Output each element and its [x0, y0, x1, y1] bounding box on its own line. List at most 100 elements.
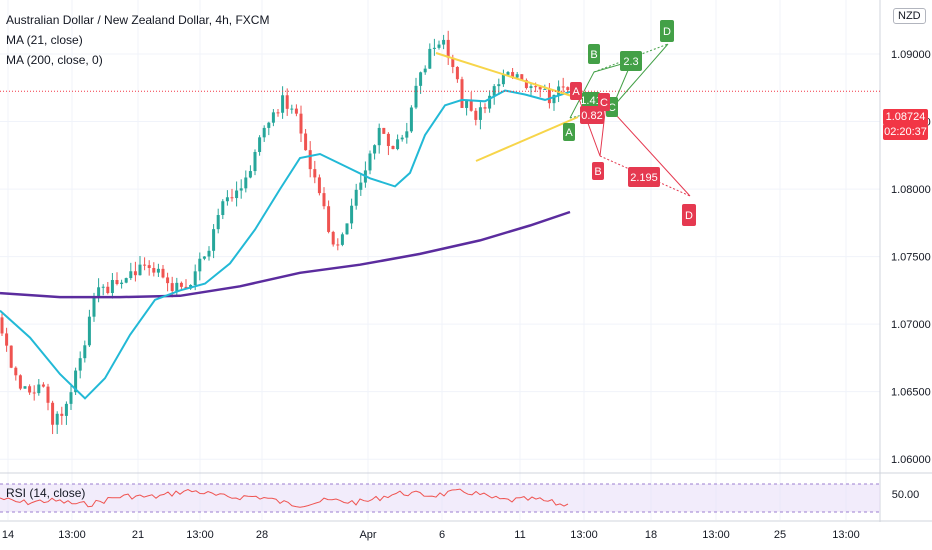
ma21-line [0, 89, 571, 400]
candle-body [69, 392, 73, 404]
countdown-badge: 02:20:37 [883, 124, 928, 140]
time-tick-label: Apr [359, 529, 376, 541]
candle-body [258, 137, 262, 152]
candle-body [483, 107, 487, 109]
candle-body [308, 150, 312, 170]
candle-body [455, 66, 459, 80]
bear-point-d-label: D [685, 210, 693, 222]
candle-body [552, 94, 556, 104]
candle-body [23, 386, 27, 389]
time-tick-label: 25 [774, 529, 786, 541]
candle-body [244, 177, 248, 189]
candle-body [60, 413, 64, 416]
current-price-badge: 1.08724 [883, 109, 928, 125]
candle-body [478, 107, 482, 120]
candle-body [373, 145, 377, 154]
bull-ratio-bc-label: 2.3 [623, 56, 638, 68]
bear-point-a-box [570, 82, 582, 100]
candle-body [382, 127, 386, 134]
bear-ratio-ab-label: 0.82 [581, 110, 602, 122]
bearish-pattern-line [577, 95, 691, 197]
candle-body [230, 197, 234, 199]
candle-body [248, 171, 252, 178]
candle-body [336, 244, 340, 246]
bear-ratio-cd-box [628, 167, 660, 187]
rsi-value-label: 50.00 [891, 489, 920, 501]
ma21-legend[interactable]: MA (21, close) [6, 33, 83, 47]
candle-body [538, 86, 542, 90]
candle-body [391, 146, 395, 150]
candle-body [442, 39, 446, 45]
candle-body [198, 258, 202, 272]
candle-body [216, 215, 220, 230]
candle-body [317, 177, 321, 194]
chart-legend: Australian Dollar / New Zealand Dollar, … [6, 10, 269, 70]
candle-body [294, 108, 298, 114]
price-tick-label: 1.06000 [891, 454, 931, 466]
bear-ratio-cd-label: 2.195 [630, 172, 658, 184]
time-tick-label: 13:00 [58, 529, 86, 541]
candle-body [253, 151, 257, 172]
candle-body [561, 86, 565, 88]
ma200-legend[interactable]: MA (200, close, 0) [6, 53, 103, 67]
candle-body [299, 113, 303, 134]
candle-body [501, 74, 505, 85]
candle-body [133, 271, 137, 276]
candle-body [557, 86, 561, 95]
bull-point-b-box [588, 44, 600, 64]
bull-ratio-ab-box [582, 92, 600, 108]
bull-point-b-label: B [590, 49, 597, 61]
candle-body [350, 205, 354, 224]
time-tick-label: 28 [256, 529, 268, 541]
currency-badge[interactable]: NZD [893, 8, 926, 24]
candle-body [359, 182, 363, 190]
candle-body [524, 80, 528, 88]
bull-point-d-box [660, 20, 674, 42]
candle-body [161, 268, 165, 278]
bull-point-d-label: D [663, 26, 671, 38]
candle-body [281, 95, 285, 113]
candle-body [492, 86, 496, 96]
candle-body [340, 234, 344, 245]
candle-body [221, 201, 225, 216]
candle-body [138, 264, 142, 276]
candle-body [474, 110, 478, 120]
bear-point-c-label: C [600, 97, 608, 109]
candle-body [400, 137, 404, 140]
triangle-upper-line [435, 52, 579, 99]
candle-body [488, 95, 492, 109]
time-tick-label: 13:00 [186, 529, 214, 541]
candle-body [124, 278, 128, 283]
candle-body [9, 345, 13, 368]
candle-body [129, 271, 133, 279]
candle-body [543, 88, 547, 90]
candle-body [262, 127, 266, 138]
candle-body [152, 267, 156, 273]
rsi-legend[interactable]: RSI (14, close) [6, 486, 86, 500]
candle-body [423, 68, 427, 73]
candle-body [5, 333, 9, 346]
candle-body [18, 375, 22, 389]
price-tick-label: 1.09000 [891, 49, 931, 61]
candle-body [74, 370, 78, 393]
price-tick-label: 1.08000 [891, 184, 931, 196]
time-tick-label: 21 [132, 529, 144, 541]
time-tick-label: 11 [514, 529, 525, 541]
candle-body [511, 72, 515, 78]
candle-body [409, 107, 413, 132]
candle-body [78, 358, 82, 371]
bull-ratio-ab-label: 1.41 [580, 95, 601, 107]
time-tick-label: 13:00 [570, 529, 598, 541]
candle-body [143, 264, 147, 266]
candle-body [529, 86, 533, 88]
candle-body [166, 277, 170, 284]
symbol-title: Australian Dollar / New Zealand Dollar, … [6, 13, 270, 27]
candle-body [37, 384, 41, 394]
bear-point-d-box [682, 204, 696, 226]
candle-body [534, 86, 538, 88]
candle-body [235, 190, 239, 199]
rsi-line [0, 488, 569, 508]
bear-point-a-label: A [572, 86, 580, 98]
candle-body [428, 48, 432, 69]
